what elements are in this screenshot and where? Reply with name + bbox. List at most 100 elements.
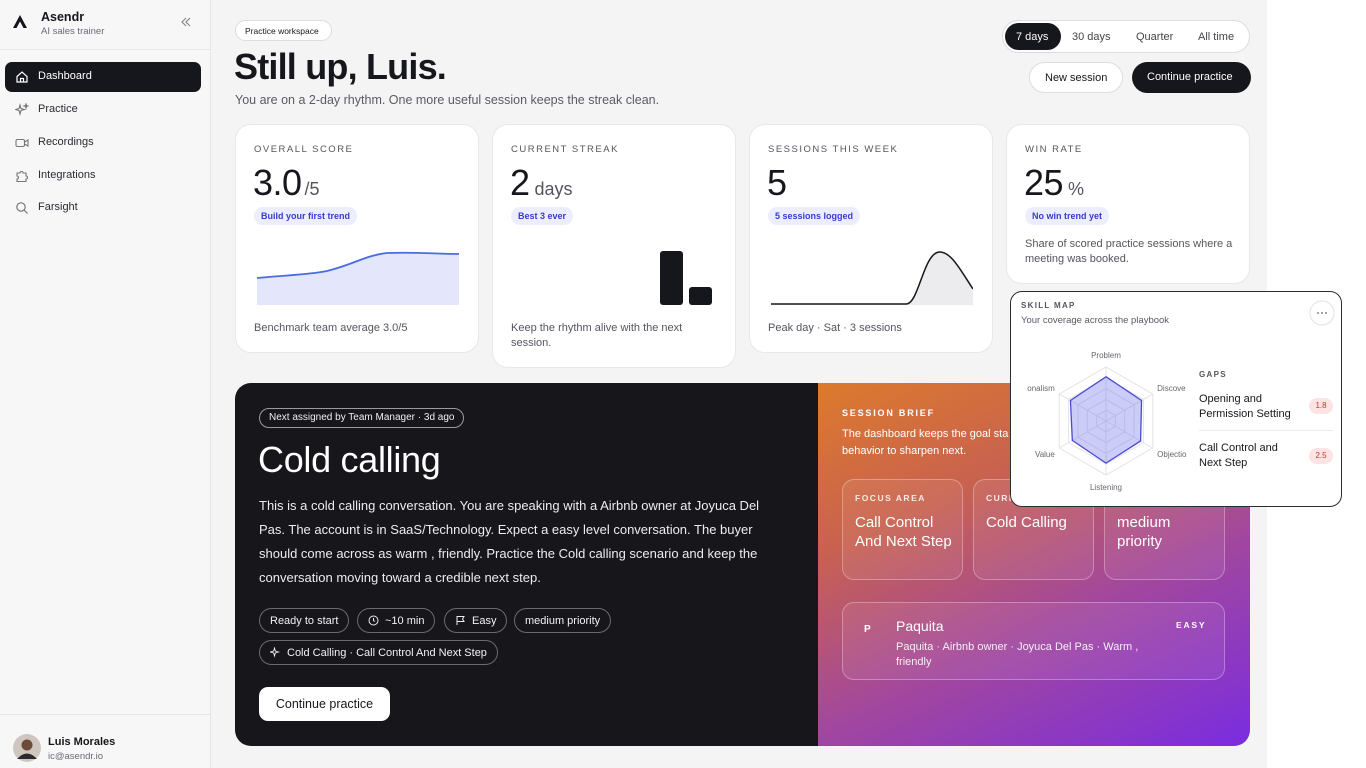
continue-button[interactable]: Continue practice [1132, 62, 1251, 93]
tag: ~10 min [357, 608, 436, 633]
divider [1199, 430, 1333, 431]
sessions-curve [771, 251, 973, 305]
tag: medium priority [514, 608, 612, 633]
brief-label: SESSION BRIEF [842, 408, 935, 418]
gap-name: Opening and Permission Setting [1199, 393, 1291, 420]
nav-item[interactable]: Recordings [5, 128, 201, 158]
assignment-title: Cold calling [258, 439, 441, 480]
radar-area [1069, 375, 1143, 464]
user-name: Luis Morales [48, 736, 116, 748]
nav-item[interactable]: Practice [5, 95, 201, 125]
stat-badge: No win trend yet [1025, 207, 1110, 225]
brief-card-value: medium priority [1117, 514, 1171, 550]
stat-value: 5 [767, 162, 787, 203]
radar-axis-label: Discove [1157, 384, 1186, 393]
continue-practice-button[interactable]: Continue practice [259, 687, 390, 721]
nav-item[interactable]: Dashboard [5, 62, 201, 92]
radar-axis-label: Objectio [1157, 450, 1187, 459]
brief-card-value: Cold Calling [986, 514, 1067, 531]
workspace-badge: Practice workspace [235, 20, 332, 41]
radar-spoke [1058, 393, 1107, 422]
nav-item[interactable]: Integrations [5, 161, 201, 191]
stat-label: SESSIONS THIS WEEK [768, 144, 899, 155]
stat-label: WIN RATE [1025, 144, 1083, 155]
nav-label: Farsight [38, 201, 78, 213]
assignment-card: Next assigned by Team Manager · 3d ago C… [235, 383, 1250, 746]
stat-label: OVERALL SCORE [254, 144, 354, 155]
range-tab[interactable]: All time [1198, 31, 1235, 43]
stat-card: WIN RATE 25% No win trend yet Share of s… [1006, 124, 1250, 284]
brief-card-label: FOCUS AREA [855, 493, 926, 503]
brief-text: behavior to sharpen next. [842, 445, 967, 457]
range-tab[interactable]: Quarter [1136, 31, 1174, 43]
tagline: AI sales trainer [41, 26, 105, 37]
collapse-button[interactable] [180, 16, 192, 28]
assignment-description: This is a cold calling conversation. You… [259, 498, 760, 585]
button-label: Continue practice [1147, 71, 1233, 83]
streak-bars [660, 251, 712, 305]
stat-note: Share of scored practice sessions where … [1025, 238, 1233, 265]
stat-card: SESSIONS THIS WEEK 5 5 sessions logged P… [749, 124, 993, 353]
menu-button[interactable] [1309, 300, 1335, 326]
tag: Easy [444, 608, 508, 633]
stat-unit: /5 [304, 179, 320, 199]
gap-score: 1.8 [1309, 398, 1333, 414]
stat-value-row: 25% [1024, 162, 1084, 204]
brief-card: FOCUS AREA Call Control And Next Step [842, 479, 963, 580]
persona-name: Paquita [896, 618, 944, 634]
nav-label: Practice [38, 103, 78, 115]
range-tab[interactable]: 30 days [1072, 31, 1111, 43]
user-avatar[interactable] [12, 733, 42, 763]
skill-map-subtitle: Your coverage across the playbook [1021, 315, 1170, 326]
divider [0, 714, 210, 715]
page-subtitle: You are on a 2-day rhythm. One more usef… [235, 93, 660, 107]
brief-card-label: CURR [986, 493, 1017, 503]
skill-map-popover: SKILL MAP Your coverage across the playb… [1010, 291, 1342, 507]
stat-value-row: 2 days [510, 162, 573, 204]
stat-value-row: 3.0/5 [253, 162, 320, 204]
tag-text: ~10 min [385, 614, 425, 627]
stat-value: 25 [1024, 162, 1064, 203]
new-session-button[interactable]: New session [1029, 62, 1123, 93]
persona-level: EASY [1176, 620, 1207, 630]
stat-badge: 5 sessions logged [768, 207, 861, 225]
gap-score: 2.5 [1309, 448, 1333, 464]
stat-unit: % [1068, 179, 1085, 199]
range-tab-active[interactable] [1005, 23, 1061, 50]
nav-item[interactable]: Farsight [5, 193, 201, 223]
stat-note: Keep the rhythm alive with the next sess… [511, 322, 683, 349]
radar-axis-label: Listening [1090, 483, 1122, 492]
tag: Ready to start [259, 608, 350, 633]
stat-card: OVERALL SCORE 3.0/5 Build your first tre… [235, 124, 479, 353]
tag-text: Cold Calling · Call Control And Next Ste… [287, 646, 487, 659]
brief-card-value: Call Control And Next Step [855, 514, 952, 550]
persona-initial: P [864, 624, 871, 635]
nav-label: Dashboard [38, 70, 92, 82]
logo [13, 15, 27, 28]
stat-value-row: 5 [767, 162, 787, 204]
radar-chart: Problem Discove Objectio Listening Value onal… [1027, 351, 1187, 492]
radar-spoke [1105, 420, 1154, 449]
sparkline [257, 251, 459, 305]
radar-spoke [1058, 420, 1107, 449]
stat-card: CURRENT STREAK 2 days Best 3 ever Keep th… [492, 124, 736, 368]
radar-axis-label: Value [1035, 450, 1055, 459]
sidebar: Asendr AI sales trainer Dashboard Practi… [0, 0, 211, 768]
stat-label: CURRENT STREAK [511, 144, 619, 155]
divider [0, 49, 210, 50]
badge-text: Practice workspace [245, 26, 319, 36]
skill-map-title: SKILL MAP [1021, 301, 1076, 310]
gap-name: Call Control and Next Step [1199, 442, 1278, 469]
tag-text: medium priority [525, 614, 601, 627]
button-label: New session [1045, 72, 1108, 84]
brand: Asendr [41, 10, 85, 24]
user-email: ic@asendr.io [48, 751, 104, 762]
range-tab[interactable]: 7 days [1016, 31, 1049, 43]
assignment-panel: Next assigned by Team Manager · 3d ago C… [235, 383, 818, 746]
tag: Cold Calling · Call Control And Next Ste… [259, 640, 498, 665]
stat-value: 2 [510, 162, 530, 203]
radar-axis-label: onalism [1027, 384, 1055, 393]
nav-label: Integrations [38, 169, 96, 181]
radar-axis-label: Problem [1091, 351, 1121, 360]
